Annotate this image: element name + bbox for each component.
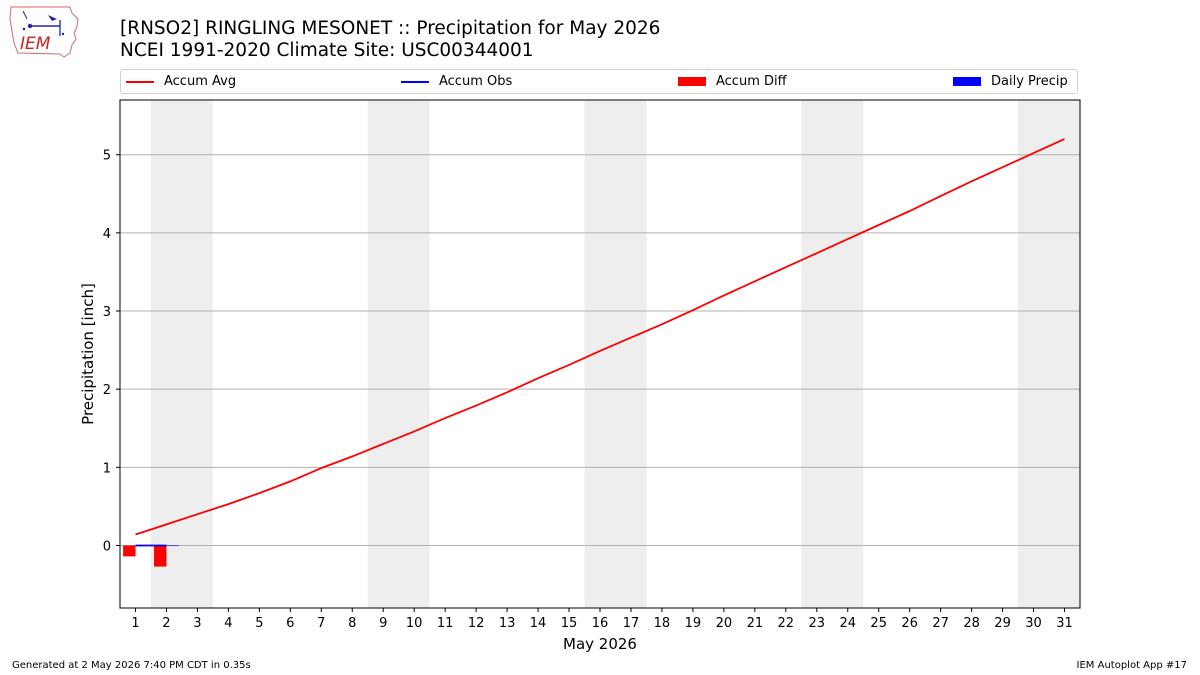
- x-tick-label-17: 17: [623, 616, 640, 631]
- legend-swatch-accum-diff: [678, 77, 706, 86]
- iem-logo-graphic: IEM: [9, 6, 79, 58]
- x-tick-label-1: 1: [131, 616, 139, 631]
- legend-label-accum-avg: Accum Avg: [164, 74, 237, 89]
- legend-swatch-accum-avg: [126, 80, 154, 83]
- y-tick-label-5: 5: [103, 149, 111, 164]
- x-tick-label-21: 21: [747, 616, 764, 631]
- legend-item-daily-precip: Daily Precip: [953, 70, 1068, 93]
- y-tick-label-0: 0: [103, 539, 111, 554]
- y-gridlines: [120, 154, 1080, 546]
- x-tick-label-27: 27: [932, 616, 949, 631]
- y-tick-label-1: 1: [103, 461, 111, 476]
- x-tick-label-7: 7: [317, 616, 325, 631]
- x-tick-label-10: 10: [406, 616, 423, 631]
- weekend-band-1: [367, 100, 430, 608]
- x-tick-label-29: 29: [994, 616, 1011, 631]
- x-tick-label-23: 23: [809, 616, 826, 631]
- x-tick-label-6: 6: [286, 616, 294, 631]
- x-tick-label-12: 12: [468, 616, 485, 631]
- x-tick-label-8: 8: [348, 616, 356, 631]
- x-axis-label: May 2026: [563, 635, 637, 653]
- x-tick-label-14: 14: [530, 616, 547, 631]
- x-tick-label-3: 3: [193, 616, 201, 631]
- x-tick-label-24: 24: [839, 616, 856, 631]
- y-axis-ticks: 0 1 2 3 4 5: [103, 149, 120, 554]
- generated-note: Generated at 2 May 2026 7:40 PM CDT in 0…: [12, 660, 251, 671]
- weekend-band-0: [150, 100, 213, 608]
- line-accum-avg: [135, 138, 1065, 536]
- weekend-bands: [150, 100, 1080, 608]
- legend: Accum Avg Accum Obs Accum Diff Daily Pre…: [120, 69, 1078, 94]
- weekend-band-4: [1018, 100, 1080, 608]
- x-tick-label-4: 4: [224, 616, 232, 631]
- x-tick-label-30: 30: [1025, 616, 1042, 631]
- x-axis-ticks: 1 2 3 4 5 6 7 8 9 10 11 12 13 14 15 16 17 18 19 20 21 22 23 24 2…: [131, 608, 1073, 631]
- legend-item-accum-diff: Accum Diff: [678, 70, 787, 93]
- legend-item-accum-avg: Accum Avg: [126, 70, 236, 93]
- x-tick-label-13: 13: [499, 616, 516, 631]
- y-tick-label-2: 2: [103, 383, 111, 398]
- legend-item-accum-obs: Accum Obs: [401, 70, 512, 93]
- x-tick-label-19: 19: [685, 616, 702, 631]
- x-tick-label-9: 9: [379, 616, 387, 631]
- x-tick-label-25: 25: [870, 616, 887, 631]
- x-tick-label-26: 26: [901, 616, 918, 631]
- x-tick-label-18: 18: [654, 616, 671, 631]
- x-tick-label-11: 11: [437, 616, 454, 631]
- x-tick-label-20: 20: [716, 616, 733, 631]
- bar-daily-precip-2: [166, 545, 179, 547]
- weekend-band-3: [801, 100, 864, 608]
- x-tick-label-28: 28: [963, 616, 980, 631]
- y-axis-label: Precipitation [inch]: [79, 283, 97, 425]
- x-tick-label-5: 5: [255, 616, 263, 631]
- line-series: [135, 138, 1065, 547]
- chart-title: [RNSO2] RINGLING MESONET :: Precipitatio…: [120, 18, 660, 62]
- app-note: IEM Autoplot App #17: [1076, 660, 1187, 671]
- x-tick-label-31: 31: [1056, 616, 1073, 631]
- legend-label-accum-obs: Accum Obs: [439, 74, 513, 89]
- legend-swatch-daily-precip: [953, 77, 981, 86]
- bar-accum-diff-2: [154, 545, 167, 567]
- title-line-1: [RNSO2] RINGLING MESONET :: Precipitatio…: [120, 18, 661, 39]
- logo-text: IEM: [20, 34, 51, 54]
- y-tick-label-4: 4: [103, 227, 111, 242]
- x-tick-label-15: 15: [561, 616, 578, 631]
- x-tick-label-16: 16: [592, 616, 609, 631]
- legend-label-daily-precip: Daily Precip: [991, 74, 1068, 89]
- x-tick-label-2: 2: [162, 616, 170, 631]
- legend-swatch-accum-obs: [401, 80, 429, 83]
- x-tick-label-22: 22: [778, 616, 795, 631]
- y-tick-label-3: 3: [103, 305, 111, 320]
- bar-accum-diff-1: [123, 545, 136, 557]
- title-line-2: NCEI 1991-2020 Climate Site: USC00344001: [120, 40, 534, 61]
- iem-logo: IEM: [8, 5, 80, 59]
- legend-label-accum-diff: Accum Diff: [716, 74, 787, 89]
